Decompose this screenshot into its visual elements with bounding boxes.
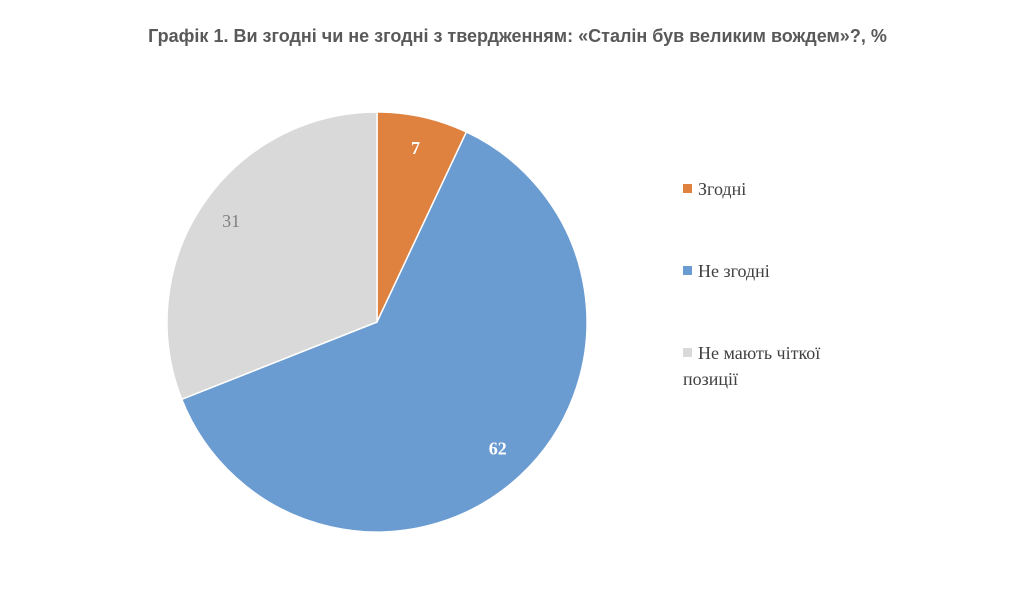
legend-label: Згодні (698, 179, 747, 199)
chart-title: Графік 1. Ви згодні чи не згодні з тверд… (148, 26, 887, 46)
legend-entry: Згодні (683, 176, 873, 202)
data-label: 7 (411, 138, 420, 158)
data-label: 62 (489, 439, 507, 459)
legend-entry: Не мають чіткої позиції (683, 340, 873, 392)
data-label: 31 (222, 211, 240, 231)
legend-label: Не згодні (698, 261, 770, 281)
pie-slice (166, 111, 378, 401)
pie-slice (180, 130, 588, 533)
legend-swatch (683, 184, 692, 193)
legend-label: Не мають чіткої позиції (683, 343, 821, 389)
legend-swatch (683, 266, 692, 275)
legend-swatch (683, 348, 692, 357)
legend-entry: Не згодні (683, 258, 873, 284)
